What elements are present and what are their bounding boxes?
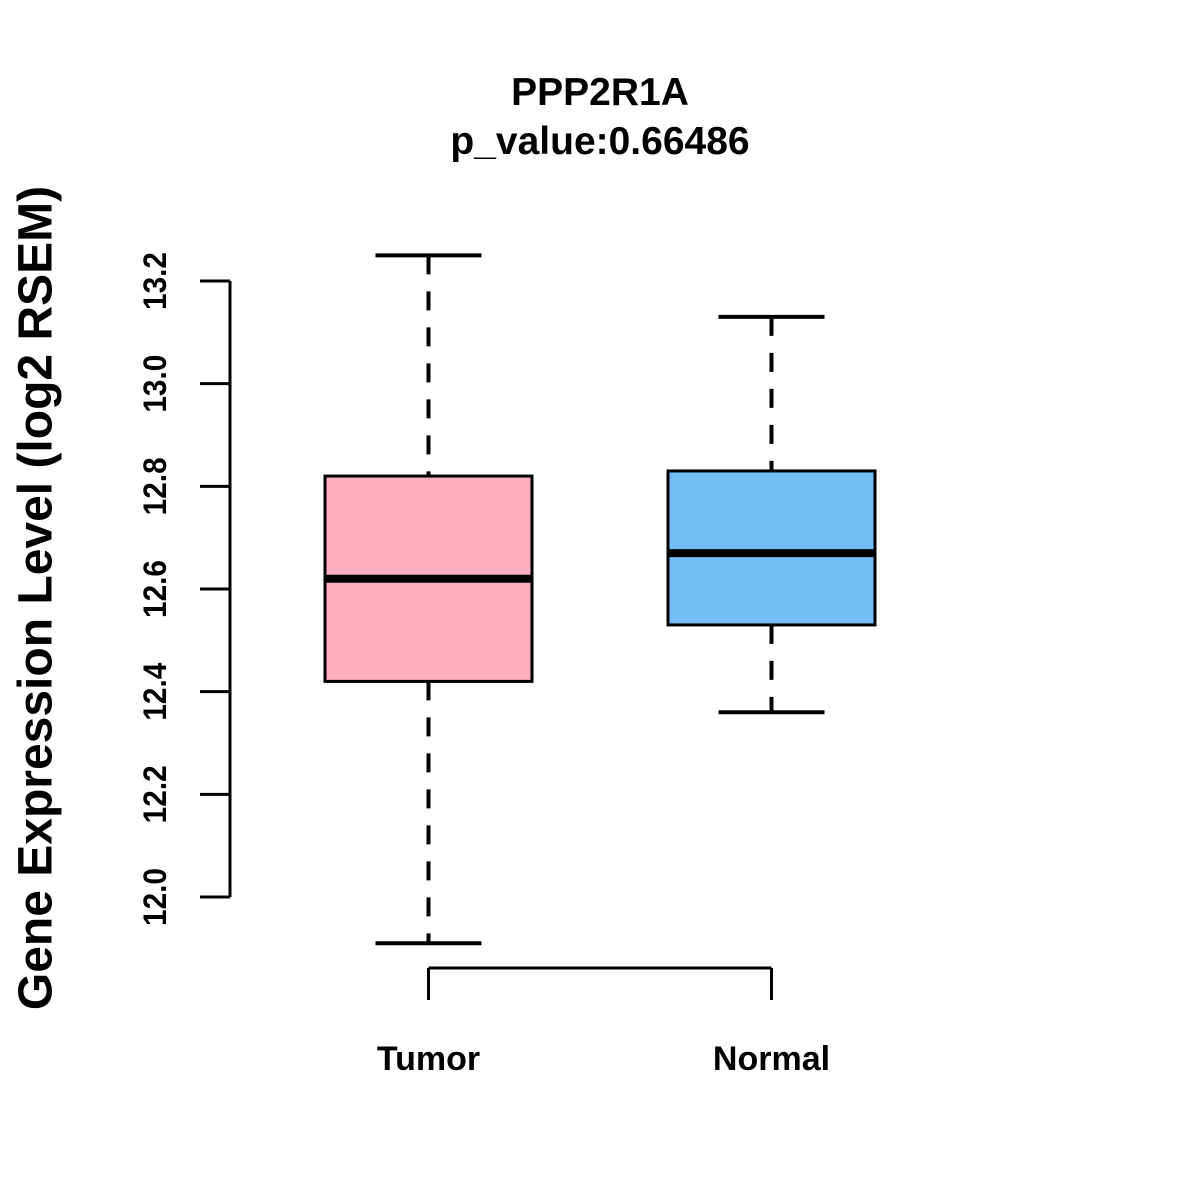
y-tick-label: 12.8 bbox=[137, 457, 173, 515]
category-label-tumor: Tumor bbox=[377, 1040, 480, 1078]
chart-subtitle: p_value:0.66486 bbox=[450, 120, 750, 163]
y-tick-label: 13.2 bbox=[137, 252, 173, 310]
y-tick-label: 12.2 bbox=[137, 765, 173, 823]
y-tick-label: 12.6 bbox=[137, 560, 173, 618]
box-normal bbox=[666, 469, 877, 627]
y-tick-label: 12.0 bbox=[137, 868, 173, 926]
y-tick-label: 12.4 bbox=[137, 662, 173, 720]
category-label-normal: Normal bbox=[713, 1040, 830, 1078]
y-tick-label: 13.0 bbox=[137, 355, 173, 413]
chart-title: PPP2R1A bbox=[511, 71, 689, 114]
y-axis-title: Gene Expression Level (log2 RSEM) bbox=[9, 185, 63, 1011]
chart-title-block: PPP2R1A p_value:0.66486 bbox=[0, 68, 1200, 166]
